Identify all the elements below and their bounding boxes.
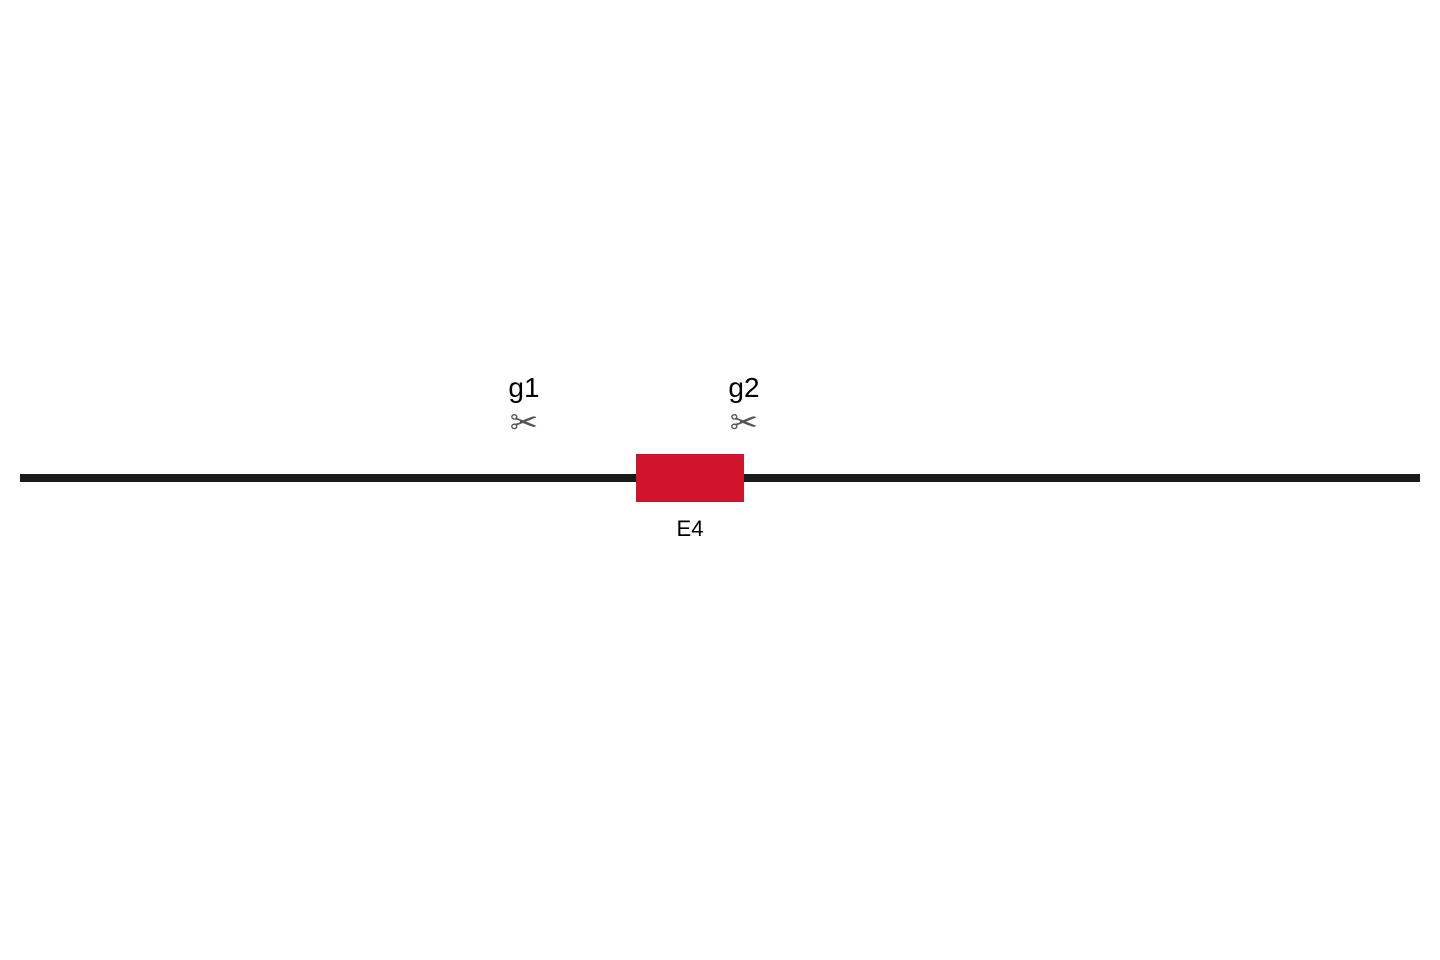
gene-diagram: E4 g1 ✂ g2 ✂ xyxy=(0,0,1440,960)
cut-site-label-g1: g1 xyxy=(508,372,539,404)
exon-box-e4 xyxy=(636,454,744,502)
scissors-icon: ✂ xyxy=(510,406,539,440)
cut-site-label-g2: g2 xyxy=(728,372,759,404)
exon-label-e4: E4 xyxy=(677,516,704,542)
scissors-icon: ✂ xyxy=(730,406,759,440)
